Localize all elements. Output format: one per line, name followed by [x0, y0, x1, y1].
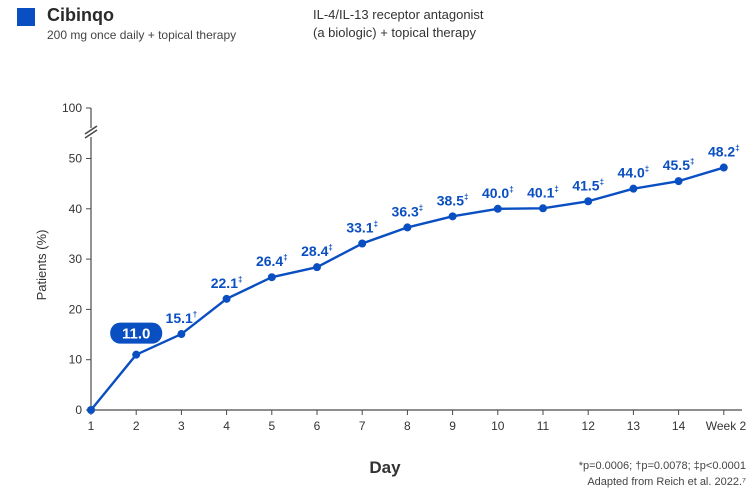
legend-comparator-line1: IL-4/IL-13 receptor antagonist [313, 7, 484, 22]
x-tick-label-11: 11 [537, 419, 550, 433]
legend-comparator-line2: (a biologic) + topical therapy [313, 25, 476, 40]
data-point-13 [629, 184, 638, 193]
y-tick-label-50: 50 [69, 152, 83, 166]
y-tick-label-30: 30 [69, 252, 83, 266]
data-label-2: 11.0 [122, 326, 150, 343]
data-label-mark-10: ‡ [509, 185, 513, 194]
x-tick-label-14: 14 [672, 419, 686, 433]
x-tick-label-2: 2 [133, 419, 140, 433]
data-label-15: 48.2‡ [708, 144, 740, 160]
data-label-mark-4: ‡ [238, 275, 242, 284]
data-label-highlight-box [110, 322, 163, 344]
y-axis-break-mark [84, 125, 98, 139]
data-label-5: 26.4‡ [256, 253, 288, 269]
data-point-15 [719, 163, 728, 172]
data-label-mark-7: ‡ [374, 220, 378, 229]
y-tick-label-20: 20 [69, 302, 83, 316]
data-label-7: 33.1‡ [346, 220, 378, 236]
legend-series-title: Cibinqo [47, 5, 114, 25]
data-point-10 [493, 204, 502, 213]
x-tick-label-4: 4 [223, 419, 230, 433]
x-tick-label-13: 13 [627, 419, 641, 433]
data-point-3 [177, 330, 186, 339]
data-label-13: 44.0‡ [618, 165, 650, 181]
data-label-14: 45.5‡ [663, 157, 695, 173]
data-point-4 [222, 294, 231, 303]
legend-series-subtitle: 200 mg once daily + topical therapy [47, 28, 237, 42]
data-label-8: 36.3‡ [392, 203, 424, 219]
x-tick-label-9: 9 [449, 419, 456, 433]
x-tick-label-1: 1 [88, 419, 95, 433]
data-label-9: 38.5‡ [437, 192, 469, 208]
data-label-mark-11: ‡ [554, 184, 558, 193]
data-label-3: 15.1† [166, 310, 198, 326]
data-point-12 [584, 197, 593, 206]
data-point-14 [674, 177, 683, 186]
x-tick-label-8: 8 [404, 419, 411, 433]
y-tick-label-10: 10 [69, 353, 83, 367]
footnote-significance: *p=0.0006; †p=0.0078; ‡p<0.0001 [578, 460, 746, 472]
data-label-6: 28.4‡ [301, 243, 333, 259]
y-axis-label: Patients (%) [34, 230, 49, 301]
data-label-11: 40.1‡ [527, 184, 559, 200]
x-axis-label: Day [369, 458, 401, 477]
data-label-10: 40.0‡ [482, 185, 514, 201]
data-label-mark-14: ‡ [690, 157, 694, 166]
x-tick-label-7: 7 [359, 419, 366, 433]
x-tick-label-10: 10 [491, 419, 505, 433]
data-label-mark-6: ‡ [328, 243, 332, 252]
data-point-11 [539, 204, 547, 213]
x-tick-label-3: 3 [178, 419, 185, 433]
legend-swatch-cibinqo [17, 8, 35, 26]
data-label-mark-13: ‡ [645, 165, 649, 174]
x-tick-label-6: 6 [314, 419, 321, 433]
data-label-mark-9: ‡ [464, 192, 468, 201]
data-label-12: 41.5‡ [572, 177, 604, 193]
footnote-source: Adapted from Reich et al. 2022.⁷ [587, 476, 746, 488]
legend-comparator: IL-4/IL-13 receptor antagonist (a biolog… [313, 6, 484, 42]
y-tick-label-40: 40 [69, 202, 83, 216]
x-tick-label-15: Week 2 [706, 419, 747, 433]
data-label-mark-15: ‡ [735, 144, 739, 153]
data-point-6 [313, 263, 321, 272]
y-tick-label-100: 100 [62, 101, 82, 115]
data-point-7 [358, 239, 367, 248]
data-point-1 [87, 406, 95, 414]
x-tick-label-12: 12 [582, 419, 596, 433]
x-tick-label-5: 5 [268, 419, 275, 433]
data-point-9 [448, 212, 457, 221]
data-label-4: 22.1‡ [211, 275, 243, 291]
y-tick-label-0: 0 [75, 403, 82, 417]
data-point-5 [267, 273, 276, 282]
data-label-mark-8: ‡ [419, 203, 423, 212]
data-label-mark-12: ‡ [600, 177, 604, 186]
data-label-mark-5: ‡ [283, 253, 287, 262]
data-label-mark-3: † [193, 310, 197, 319]
data-point-2 [132, 350, 141, 359]
data-point-8 [403, 223, 412, 232]
